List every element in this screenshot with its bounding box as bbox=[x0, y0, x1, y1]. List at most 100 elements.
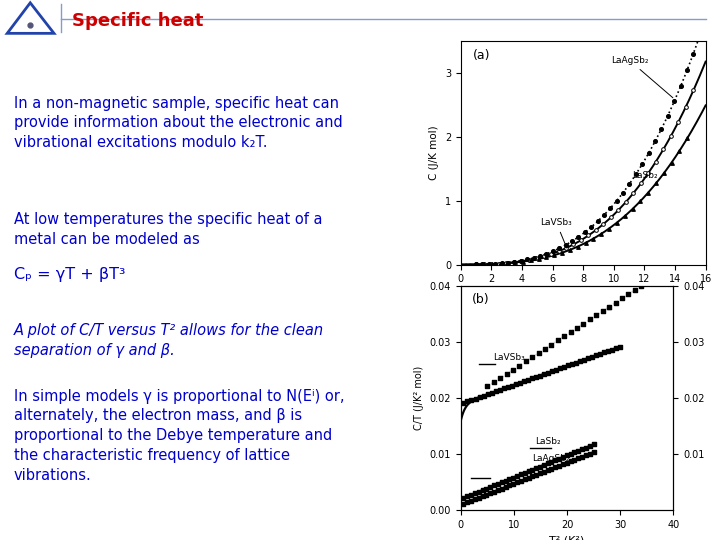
Point bbox=[570, 358, 582, 367]
Point bbox=[564, 246, 576, 254]
Point bbox=[610, 298, 621, 307]
Point bbox=[531, 470, 542, 479]
Point bbox=[546, 457, 557, 466]
Point bbox=[465, 496, 477, 505]
Point bbox=[541, 253, 552, 261]
Point bbox=[649, 137, 661, 146]
Point bbox=[557, 248, 568, 257]
Point bbox=[492, 480, 504, 488]
Point bbox=[575, 236, 587, 245]
Point bbox=[576, 453, 588, 461]
Point bbox=[572, 447, 584, 455]
Point bbox=[629, 286, 641, 294]
Point bbox=[500, 483, 511, 491]
Point bbox=[526, 353, 538, 361]
Point bbox=[462, 492, 473, 501]
Point bbox=[534, 371, 546, 380]
Point bbox=[520, 357, 531, 366]
Point bbox=[557, 460, 569, 469]
Point bbox=[569, 448, 580, 457]
Point bbox=[477, 486, 488, 495]
Point bbox=[561, 451, 572, 460]
Point bbox=[458, 399, 469, 407]
Point bbox=[517, 257, 528, 266]
Point bbox=[533, 349, 544, 357]
Point bbox=[582, 354, 594, 362]
X-axis label: T² (K²): T² (K²) bbox=[549, 536, 585, 540]
Point bbox=[523, 467, 534, 476]
Point bbox=[534, 462, 546, 471]
Point bbox=[492, 485, 504, 494]
Point bbox=[598, 220, 609, 228]
Point bbox=[643, 149, 654, 158]
Text: Specific heat: Specific heat bbox=[72, 12, 203, 30]
Text: LaVSb₃: LaVSb₃ bbox=[492, 353, 524, 362]
Point bbox=[617, 188, 629, 197]
Point bbox=[571, 323, 582, 332]
Point bbox=[473, 488, 485, 496]
Point bbox=[494, 386, 505, 394]
Point bbox=[478, 260, 490, 268]
Point bbox=[574, 357, 585, 366]
Point bbox=[623, 290, 634, 299]
Point bbox=[598, 348, 610, 357]
Point bbox=[606, 213, 617, 222]
Point bbox=[585, 223, 597, 232]
Point bbox=[533, 255, 544, 264]
Point bbox=[564, 457, 576, 465]
Point bbox=[635, 179, 647, 188]
Point bbox=[526, 472, 538, 481]
Point bbox=[538, 461, 549, 469]
Point bbox=[488, 487, 500, 496]
Point bbox=[503, 481, 515, 490]
Point bbox=[557, 453, 569, 461]
Point bbox=[584, 315, 595, 323]
Point bbox=[554, 364, 566, 373]
Point bbox=[519, 475, 531, 484]
Point bbox=[486, 388, 498, 397]
Point bbox=[538, 468, 549, 476]
Point bbox=[485, 489, 496, 497]
Point bbox=[515, 477, 526, 485]
Point bbox=[510, 380, 521, 388]
Point bbox=[588, 440, 599, 449]
Point bbox=[666, 158, 678, 167]
Text: In a non-magnetic sample, specific heat can
provide information about the electr: In a non-magnetic sample, specific heat … bbox=[14, 96, 342, 150]
Text: Cₚ = γT + βT³: Cₚ = γT + βT³ bbox=[14, 267, 125, 282]
Point bbox=[614, 342, 626, 351]
Text: LaAgSb₂: LaAgSb₂ bbox=[533, 454, 570, 463]
Point bbox=[566, 360, 577, 368]
Point bbox=[534, 252, 546, 260]
Point bbox=[526, 374, 538, 383]
Point bbox=[642, 188, 654, 197]
Point bbox=[588, 448, 599, 456]
Point bbox=[590, 311, 602, 320]
Point bbox=[519, 469, 531, 477]
Point bbox=[481, 484, 492, 493]
Point bbox=[657, 145, 669, 153]
Point bbox=[534, 469, 546, 478]
Point bbox=[611, 218, 623, 227]
Point bbox=[530, 254, 541, 263]
Point bbox=[511, 478, 523, 487]
Point bbox=[616, 294, 628, 303]
Point bbox=[650, 179, 662, 188]
Point bbox=[559, 332, 570, 341]
Point bbox=[553, 247, 564, 255]
Point bbox=[496, 478, 508, 487]
Text: In simple models γ is proportional to N(Eⁱ) or,
alternately, the electron mass, : In simple models γ is proportional to N(… bbox=[14, 389, 344, 483]
Point bbox=[482, 382, 493, 391]
Point bbox=[496, 259, 508, 268]
Point bbox=[630, 170, 642, 179]
Point bbox=[486, 260, 498, 268]
Point bbox=[654, 269, 666, 278]
Point bbox=[597, 307, 608, 315]
Point bbox=[546, 367, 557, 375]
Point bbox=[628, 189, 639, 198]
Point bbox=[526, 465, 538, 474]
Point bbox=[518, 377, 529, 386]
Point bbox=[582, 231, 594, 240]
Point bbox=[485, 260, 497, 268]
Y-axis label: C/T (J/K² mol): C/T (J/K² mol) bbox=[414, 366, 424, 430]
Point bbox=[513, 361, 525, 370]
